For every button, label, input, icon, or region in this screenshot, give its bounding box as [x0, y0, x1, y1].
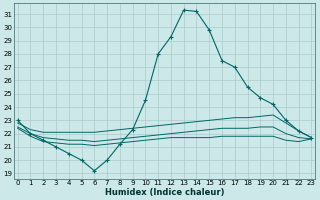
X-axis label: Humidex (Indice chaleur): Humidex (Indice chaleur)	[105, 188, 224, 197]
